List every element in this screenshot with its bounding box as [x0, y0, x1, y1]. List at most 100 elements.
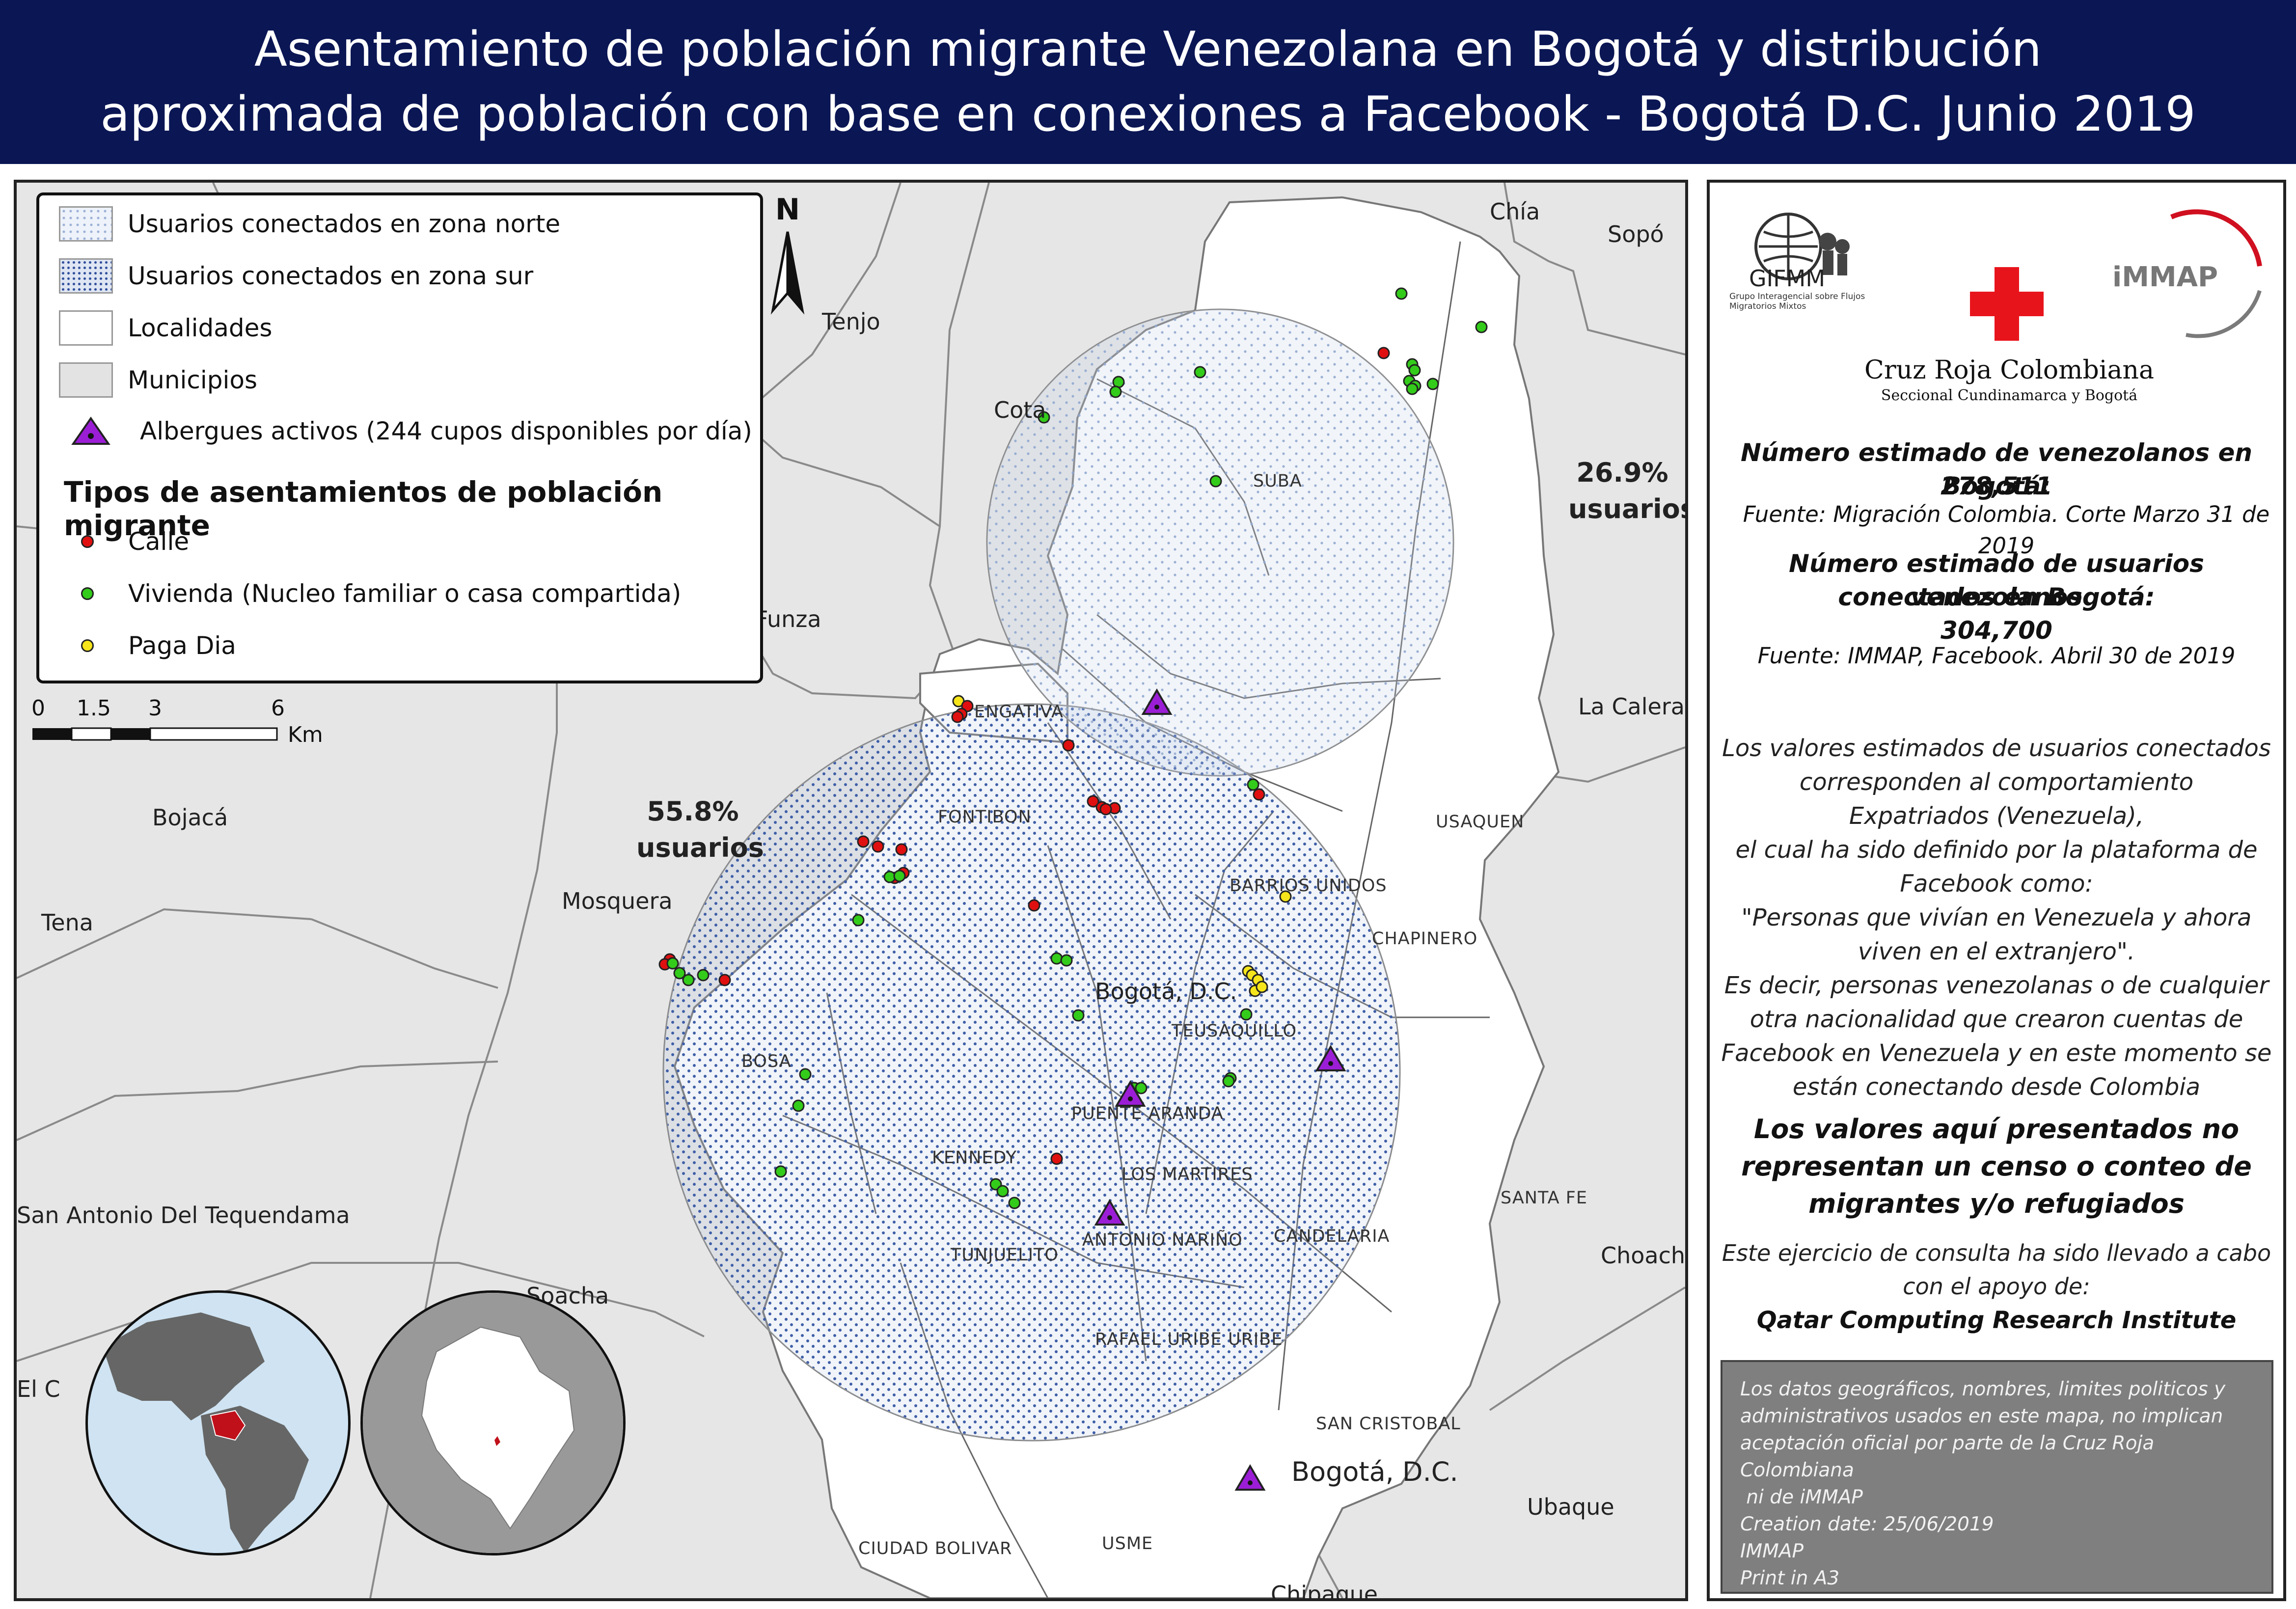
vivienda-point[interactable] [1038, 411, 1050, 424]
info-panel: GIFMM Grupo Interagencial sobre Flujos M… [1707, 180, 2286, 1601]
vivienda-point[interactable] [1135, 1082, 1148, 1094]
vivienda-point[interactable] [1406, 382, 1419, 395]
vivienda-point[interactable] [1475, 321, 1488, 333]
disclaimer-line: ni de iMMAP [1740, 1486, 1863, 1508]
paga-dia-point[interactable] [1256, 981, 1268, 993]
calle-point[interactable] [1062, 739, 1075, 752]
vivienda-point[interactable] [774, 1165, 787, 1178]
vivienda-point[interactable] [792, 1099, 805, 1112]
vivienda-point[interactable] [1426, 378, 1439, 390]
settlement-points[interactable] [658, 287, 1488, 1209]
calle-point[interactable] [1050, 1152, 1063, 1165]
stat-usuarios-label-2: conectados en Bogotá: [1838, 583, 2155, 611]
calle-point[interactable] [1253, 788, 1265, 801]
support-line: Este ejercicio de consulta ha sido lleva… [1722, 1240, 2271, 1266]
vivienda-point[interactable] [697, 969, 710, 982]
vivienda-point[interactable] [1222, 1075, 1235, 1088]
vivienda-point[interactable] [852, 914, 865, 927]
map-title-line1: Asentamiento de población migrante Venez… [254, 22, 2042, 78]
shelter-point[interactable] [1115, 1080, 1146, 1107]
loc-antonio-narino: ANTONIO NARIÑO [1082, 1230, 1243, 1250]
calle-point[interactable] [1099, 803, 1112, 816]
loc-usme: USME [1102, 1534, 1153, 1554]
vivienda-point[interactable] [1240, 1008, 1253, 1021]
loc-candelaria: CANDELARIA [1274, 1227, 1390, 1246]
calle-point[interactable] [857, 835, 870, 848]
vivienda-point[interactable] [1247, 778, 1259, 791]
loc-rafael-uribe: RAFAEL URIBE URIBE [1095, 1330, 1283, 1349]
loc-santa-fe: SANTA FE [1501, 1188, 1587, 1208]
label-cota: Cota [994, 397, 1046, 423]
calle-point[interactable] [718, 974, 731, 986]
globe-colombia-inset [360, 1290, 626, 1555]
map-frame[interactable]: Chía Sopó Tenjo Cota Funza La Calera Boj… [14, 180, 1688, 1601]
vivienda-point[interactable] [996, 1185, 1009, 1198]
shelter-point[interactable] [1315, 1045, 1346, 1071]
vivienda-dot-icon [81, 587, 94, 600]
loc-suba: SUBA [1253, 471, 1302, 491]
vivienda-point[interactable] [1395, 287, 1408, 300]
calle-point[interactable] [1028, 899, 1040, 912]
shelter-point[interactable] [1141, 688, 1173, 715]
gifmm-logo: GIFMM Grupo Interagencial sobre Flujos M… [1729, 207, 1877, 315]
south-pct-value: 55.8% [647, 796, 739, 827]
legend-item-zona-norte: Usuarios conectados en zona norte [59, 206, 560, 242]
loc-teusaquillo: TEUSAQUILLO [1172, 1021, 1297, 1041]
paga-dia-point[interactable] [1279, 890, 1292, 903]
legend-label-localidades: Localidades [128, 314, 273, 342]
vivienda-point[interactable] [799, 1068, 812, 1081]
legend-item-vivienda: Vivienda (Nucleo familiar o casa compart… [59, 579, 681, 608]
stat-venezolanos-label: Número estimado de venezolanos en Bogotá… [1740, 438, 2253, 500]
north-pct-value: 26.9% [1576, 457, 1668, 488]
definition-line: viven en el extranjero". [1858, 938, 2135, 965]
definition-line: el cual ha sido definido por la platafor… [1735, 836, 2258, 864]
stat-venezolanos-source: Fuente: Migración Colombia. Corte Marzo … [1743, 501, 2270, 559]
label-bogota-center: Bogotá, D.C. [1095, 978, 1237, 1005]
label-chia: Chía [1490, 198, 1540, 225]
shelter-point[interactable] [1234, 1464, 1266, 1491]
vivienda-point[interactable] [1008, 1197, 1021, 1209]
vivienda-point[interactable] [1408, 364, 1421, 377]
legend-label-albergues: Albergues activos (244 cupos disponibles… [140, 417, 752, 445]
definition-line: Es decir, personas venezolanas o de cual… [1724, 972, 2269, 999]
stat-usuarios-value: 304,700 [1941, 616, 2052, 645]
north-pct-label: usuarios [1568, 493, 1688, 524]
vivienda-point[interactable] [1072, 1009, 1085, 1022]
label-choachi: Choachí [1601, 1242, 1688, 1269]
calle-point[interactable] [1087, 795, 1099, 808]
loc-bosa: BOSA [741, 1052, 792, 1071]
paga-dia-dot-icon [81, 639, 94, 652]
loc-los-martires: LOS MARTIRES [1121, 1165, 1253, 1184]
definition-line: otra nacionalidad que crearon cuentas de [1749, 1006, 2243, 1033]
vivienda-point[interactable] [1194, 366, 1206, 379]
shelter-point[interactable] [1094, 1199, 1125, 1226]
swatch-localidades [59, 310, 113, 346]
vivienda-point[interactable] [1050, 952, 1063, 965]
vivienda-point[interactable] [1109, 385, 1122, 398]
calle-point[interactable] [951, 710, 964, 723]
cruz-roja-subtitle: Seccional Cundinamarca y Bogotá [1881, 387, 2138, 404]
calle-point[interactable] [895, 843, 908, 856]
vivienda-point[interactable] [673, 967, 686, 980]
loc-ciudad-bolivar: CIUDAD BOLIVAR [858, 1539, 1012, 1558]
loc-barrios-unidos: BARRIOS UNIDOS [1230, 876, 1387, 896]
vivienda-point[interactable] [893, 870, 906, 882]
vivienda-point[interactable] [666, 957, 679, 970]
support-line: con el apoyo de: [1903, 1273, 2090, 1300]
stat-usuarios-source: Fuente: IMMAP, Facebook. Abril 30 de 201… [1757, 643, 2236, 669]
gifmm-subtitle: Grupo Interagencial sobre Flujos Migrato… [1729, 292, 1865, 311]
vivienda-point[interactable] [1209, 475, 1222, 488]
definition-line: Los valores estimados de usuarios conect… [1722, 735, 2271, 762]
scale-tick-3: 6 [271, 696, 285, 721]
calle-point[interactable] [1377, 347, 1390, 359]
vivienda-point[interactable] [682, 974, 695, 986]
warning-line: Los valores aquí presentados no [1753, 1114, 2240, 1145]
vivienda-point[interactable] [1060, 954, 1073, 967]
calle-point[interactable] [872, 840, 884, 853]
legend-item-municipios: Municipios [59, 362, 257, 398]
shelter-points[interactable] [1094, 688, 1346, 1491]
label-mosquera: Mosquera [562, 888, 673, 914]
immap-name: iMMAP [2112, 261, 2218, 293]
disclaimer-line: aceptación oficial por parte de la Cruz … [1740, 1432, 2155, 1481]
map-canvas[interactable] [17, 183, 1685, 1598]
